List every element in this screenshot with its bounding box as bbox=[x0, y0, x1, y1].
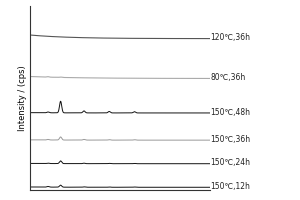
Text: 120℃,36h: 120℃,36h bbox=[210, 33, 250, 42]
Text: 80℃,36h: 80℃,36h bbox=[210, 73, 246, 82]
Text: 150℃,48h: 150℃,48h bbox=[210, 108, 250, 117]
Text: 150℃,12h: 150℃,12h bbox=[210, 182, 250, 191]
Text: 150℃,36h: 150℃,36h bbox=[210, 135, 250, 144]
Text: 150℃,24h: 150℃,24h bbox=[210, 158, 250, 167]
Y-axis label: Intensity / (cps): Intensity / (cps) bbox=[18, 65, 27, 131]
